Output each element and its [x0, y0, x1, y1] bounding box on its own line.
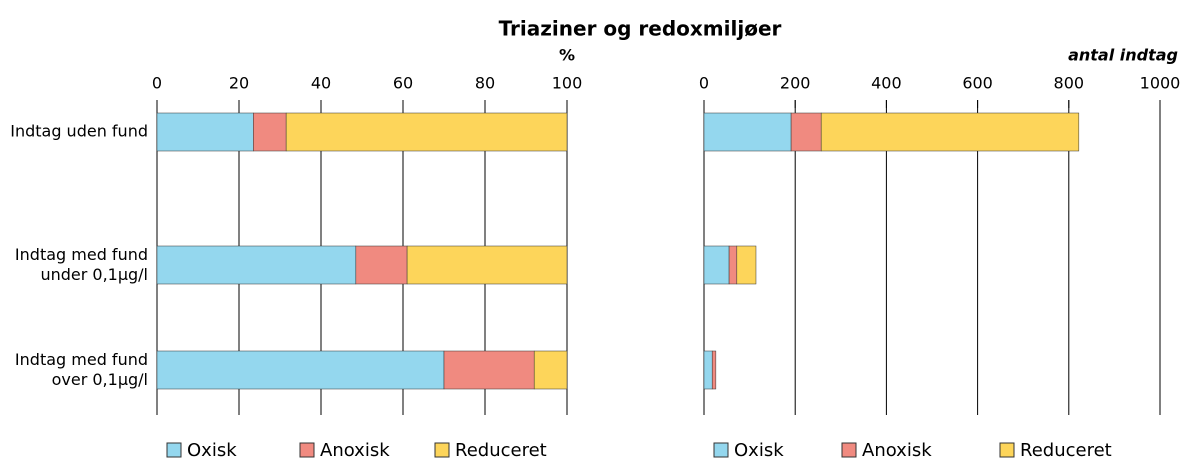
bar-segment: [703, 112, 792, 152]
x-tick-label: 400: [871, 74, 902, 93]
x-tick-label: 800: [1054, 74, 1085, 93]
bar-segment: [443, 350, 535, 390]
bar-segment: [156, 350, 445, 390]
legend-swatch: [434, 442, 450, 458]
category-label: Indtag med fund over 0,1µg/l: [15, 350, 148, 389]
x-tick-label: 0: [152, 74, 162, 93]
legend-swatch: [299, 442, 315, 458]
x-tick-label: 200: [780, 74, 811, 93]
x-tick-label: 40: [311, 74, 331, 93]
legend-label: Anoxisk: [862, 440, 932, 461]
bar-segment: [736, 245, 757, 285]
legend-swatch: [713, 442, 729, 458]
bar-segment: [253, 112, 287, 152]
category-label: Indtag uden fund: [10, 122, 148, 141]
category-label: Indtag med fund under 0,1µg/l: [15, 245, 148, 284]
x-tick-label: 100: [552, 74, 583, 93]
x-tick-label: 60: [393, 74, 413, 93]
bar-segment: [156, 112, 254, 152]
legend-label: Reduceret: [455, 440, 547, 461]
bar-segment: [355, 245, 408, 285]
bar-segment: [285, 112, 568, 152]
bar-segment: [156, 245, 357, 285]
legend-label: Oxisk: [187, 440, 237, 461]
bar-segment: [728, 245, 738, 285]
legend-label: Reduceret: [1020, 440, 1112, 461]
bar-segment: [406, 245, 568, 285]
legend-swatch: [999, 442, 1015, 458]
legend-swatch: [841, 442, 857, 458]
bar-segment: [703, 350, 713, 390]
bar-segment: [790, 112, 822, 152]
axis-label: antal indtag: [1068, 46, 1178, 65]
legend-swatch: [166, 442, 182, 458]
x-tick-label: 20: [229, 74, 249, 93]
x-tick-label: 80: [475, 74, 495, 93]
legend-label: Anoxisk: [320, 440, 390, 461]
bar-segment: [711, 350, 717, 390]
x-tick-label: 1000: [1140, 74, 1181, 93]
axis-label: %: [559, 46, 575, 65]
legend-label: Oxisk: [734, 440, 784, 461]
bar-segment: [703, 245, 730, 285]
x-tick-label: 600: [962, 74, 993, 93]
chart-title: Triaziner og redoxmiljøer: [499, 17, 782, 41]
bar-segment: [820, 112, 1080, 152]
x-tick-label: 0: [699, 74, 709, 93]
bar-segment: [533, 350, 568, 390]
